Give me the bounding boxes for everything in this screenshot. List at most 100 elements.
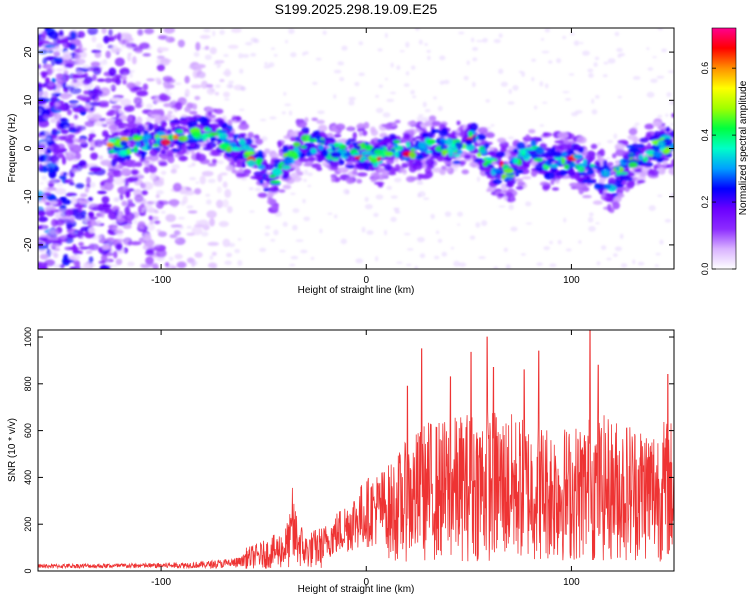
speckle-blob <box>85 178 91 185</box>
speckle-blob <box>97 93 105 98</box>
y-tick-label: 20 <box>23 46 34 58</box>
noise-blob <box>104 77 113 83</box>
colorbar-label: Normalized spectral amplitude <box>738 80 749 215</box>
speckle-blob <box>520 253 527 256</box>
ridge-blob <box>338 144 347 150</box>
ridge-blob <box>586 168 595 176</box>
noise-blob <box>163 28 176 34</box>
speckle-blob <box>290 255 299 260</box>
noise-blob <box>171 164 180 170</box>
speckle-blob <box>50 92 56 97</box>
ridge-blob <box>596 166 605 172</box>
ridge-blob <box>330 151 342 158</box>
noise-blob <box>65 138 74 144</box>
ridge-blob <box>415 159 422 165</box>
ridge-blob <box>142 134 152 140</box>
speckle-blob <box>53 51 60 56</box>
speckle-blob <box>591 98 595 104</box>
speckle-blob <box>282 221 288 227</box>
ridge-blob <box>513 178 524 182</box>
speckle-blob <box>437 105 443 112</box>
ridge-blob <box>300 145 307 149</box>
noise-blob <box>214 91 220 96</box>
ridge-blob <box>270 180 281 184</box>
noise-blob <box>142 83 149 91</box>
noise-blob <box>134 49 143 54</box>
speckle-blob <box>437 238 443 243</box>
ridge-blob <box>592 179 597 184</box>
ridge-blob <box>569 162 577 168</box>
ridge-blob <box>489 150 495 155</box>
ridge-blob <box>236 160 242 166</box>
ridge-blob <box>641 167 650 172</box>
speckle-blob <box>41 175 47 181</box>
ridge-blob <box>594 184 603 190</box>
ridge-blob <box>393 140 401 144</box>
noise-blob <box>158 177 165 184</box>
ridge-blob <box>383 138 391 144</box>
ridge-blob <box>282 184 292 190</box>
noise-blob <box>98 155 104 160</box>
speckle-blob <box>458 262 467 267</box>
ridge-blob <box>257 192 268 198</box>
speckle-blob <box>113 107 117 111</box>
ridge-blob <box>506 182 513 186</box>
ridge-blob <box>435 140 443 144</box>
speckle-blob <box>657 28 663 31</box>
speckle-blob <box>476 176 481 182</box>
speckle-blob <box>419 253 426 259</box>
noise-blob <box>149 172 157 181</box>
speckle-blob <box>209 255 214 261</box>
ridge-blob <box>160 155 168 160</box>
ridge-blob <box>573 153 583 160</box>
noise-blob <box>108 36 116 42</box>
speckle-blob <box>457 211 464 217</box>
noise-blob <box>220 172 228 176</box>
noise-blob <box>70 253 81 261</box>
ridge-blob <box>205 128 212 132</box>
ridge-blob <box>515 185 524 190</box>
noise-blob <box>136 90 149 97</box>
ridge-blob <box>505 176 514 180</box>
ridge-blob <box>542 184 550 191</box>
ridge-blob <box>668 167 674 176</box>
speckle-blob <box>536 262 543 266</box>
noise-blob <box>62 199 72 205</box>
ridge-blob <box>572 143 581 152</box>
ridge-blob <box>167 110 173 115</box>
ridge-blob <box>607 203 612 212</box>
ridge-blob <box>311 117 318 121</box>
noise-blob <box>114 208 119 216</box>
speckle-blob <box>322 30 327 35</box>
ridge-blob <box>542 152 549 159</box>
speckle-blob <box>254 187 262 192</box>
speckle-blob <box>657 194 663 198</box>
speckle-blob <box>237 260 243 266</box>
speckle-blob <box>612 253 618 258</box>
ridge-blob <box>671 113 674 118</box>
ridge-blob <box>494 188 503 192</box>
noise-blob <box>101 28 107 35</box>
speckle-blob <box>73 54 82 59</box>
ridge-blob <box>345 177 354 184</box>
speckle-blob <box>133 219 138 224</box>
ridge-blob <box>493 169 503 173</box>
ridge-blob <box>264 164 275 171</box>
noise-blob <box>54 219 65 226</box>
noise-blob <box>143 166 150 174</box>
ridge-blob <box>563 164 570 170</box>
ridge-blob <box>247 132 254 139</box>
noise-blob <box>38 249 46 253</box>
speckle-blob <box>613 133 618 140</box>
noise-blob <box>87 219 97 227</box>
snr-panel: -100 0 100 0 200 400 600 800 1000 Height of str… <box>7 327 675 595</box>
ridge-blob <box>311 163 322 169</box>
y-tick-label: 1000 <box>23 327 33 347</box>
speckle-blob <box>405 71 410 76</box>
speckle-blob <box>205 193 211 197</box>
ridge-blob <box>535 146 545 155</box>
speckle-blob <box>669 100 674 105</box>
speckle-blob <box>154 77 159 81</box>
noise-blob <box>120 98 132 107</box>
speckle-blob <box>606 139 614 144</box>
